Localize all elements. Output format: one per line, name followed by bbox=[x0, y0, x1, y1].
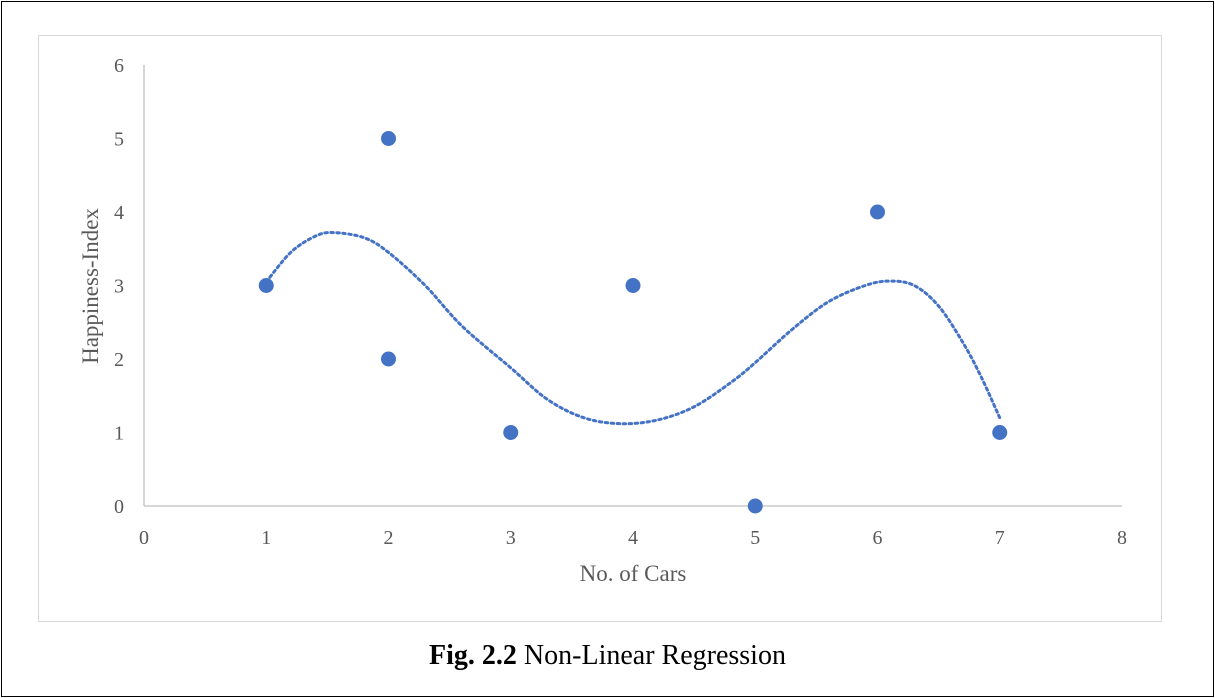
data-point bbox=[870, 204, 885, 220]
y-tick-label: 6 bbox=[114, 55, 124, 77]
x-tick-label: 3 bbox=[506, 527, 516, 549]
trendline-group bbox=[264, 231, 1002, 426]
data-point bbox=[747, 498, 763, 514]
y-tick-label: 3 bbox=[114, 276, 124, 298]
x-tick-label: 1 bbox=[261, 527, 271, 549]
x-tick-label: 4 bbox=[628, 527, 638, 549]
x-tick-label: 6 bbox=[873, 527, 883, 549]
x-tick-label: 5 bbox=[750, 527, 760, 549]
y-tick-label: 2 bbox=[114, 349, 124, 371]
x-tick-label: 8 bbox=[1117, 527, 1127, 549]
figure-caption: Fig. 2.2 Non-Linear Regression bbox=[0, 640, 1215, 672]
x-tick-label: 0 bbox=[139, 527, 149, 549]
data-point bbox=[381, 351, 396, 367]
y-axis-title: Happiness-Index bbox=[78, 208, 103, 364]
data-point bbox=[381, 131, 396, 146]
y-tick-label: 4 bbox=[114, 202, 124, 224]
points-group bbox=[258, 131, 1008, 514]
axes bbox=[143, 65, 1122, 507]
data-point bbox=[992, 425, 1008, 440]
x-tick-label: 7 bbox=[995, 527, 1005, 549]
x-tick-label: 2 bbox=[384, 527, 394, 549]
caption-text: Non-Linear Regression bbox=[516, 640, 786, 671]
chart-area bbox=[38, 35, 1162, 622]
data-point bbox=[258, 278, 274, 293]
y-tick-label: 1 bbox=[114, 423, 124, 445]
data-point bbox=[503, 425, 519, 440]
tick-labels: 0 1 2 3 4 5 6 7 8 0 1 2 3 4 5 6 bbox=[114, 55, 1127, 549]
trendline bbox=[264, 231, 1002, 426]
caption-label: Fig. 2.2 bbox=[429, 640, 517, 671]
data-point bbox=[625, 278, 641, 293]
x-axis-title: No. of Cars bbox=[580, 561, 687, 586]
y-tick-label: 5 bbox=[114, 129, 124, 151]
y-tick-label: 0 bbox=[114, 496, 124, 518]
